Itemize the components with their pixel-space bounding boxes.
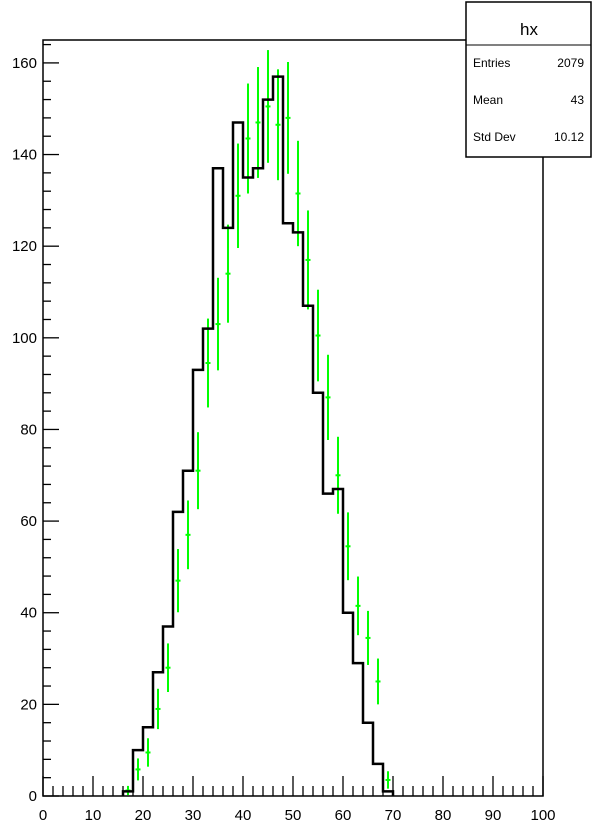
axis-ticks bbox=[42, 43, 544, 797]
data-point bbox=[305, 210, 311, 310]
x-tick-label: 70 bbox=[385, 807, 402, 824]
data-point bbox=[325, 354, 331, 440]
stats-box-frame bbox=[465, 1, 592, 158]
data-point bbox=[185, 500, 191, 570]
data-point bbox=[245, 83, 251, 194]
data-point bbox=[155, 688, 161, 730]
histogram-series bbox=[121, 75, 395, 796]
data-point bbox=[295, 140, 301, 247]
data-points-series bbox=[125, 50, 391, 796]
y-tick-label: 160 bbox=[12, 55, 37, 72]
data-point bbox=[135, 758, 141, 781]
data-point bbox=[275, 69, 281, 181]
x-tick-label: 60 bbox=[335, 807, 352, 824]
data-point bbox=[265, 50, 271, 163]
y-tick-label: 140 bbox=[12, 147, 37, 164]
data-point bbox=[225, 224, 231, 323]
axis-tick-labels: 0 10 20 30 40 50 60 70 80 90 100 0 20 40 60 80 100 120 140… bbox=[12, 55, 556, 824]
stats-box-title: hx bbox=[520, 20, 538, 39]
stats-mean-value: 43 bbox=[571, 93, 585, 107]
stats-entries-label: Entries bbox=[473, 56, 510, 70]
histogram-step-line bbox=[121, 75, 395, 796]
stats-mean-label: Mean bbox=[473, 93, 503, 107]
x-tick-label: 0 bbox=[39, 807, 47, 824]
data-point bbox=[285, 61, 291, 174]
x-tick-label: 80 bbox=[435, 807, 452, 824]
x-tick-label: 30 bbox=[185, 807, 202, 824]
y-tick-label: 100 bbox=[12, 330, 37, 347]
plot-frame bbox=[42, 39, 544, 797]
x-tick-label: 100 bbox=[530, 807, 555, 824]
data-point bbox=[165, 643, 171, 692]
data-point bbox=[255, 67, 261, 178]
data-point bbox=[355, 576, 361, 636]
data-point bbox=[195, 432, 201, 510]
x-tick-label: 20 bbox=[135, 807, 152, 824]
data-point bbox=[385, 771, 391, 789]
x-tick-label: 50 bbox=[285, 807, 302, 824]
x-tick-label: 90 bbox=[485, 807, 502, 824]
data-point bbox=[215, 277, 221, 371]
data-point bbox=[145, 738, 151, 767]
data-point bbox=[205, 318, 211, 408]
y-tick-label: 60 bbox=[20, 513, 37, 530]
data-point bbox=[315, 289, 321, 382]
data-point bbox=[375, 658, 381, 705]
data-point bbox=[365, 610, 371, 665]
x-tick-label: 10 bbox=[85, 807, 102, 824]
y-tick-label: 80 bbox=[20, 421, 37, 438]
data-point bbox=[345, 512, 351, 581]
y-tick-label: 20 bbox=[20, 696, 37, 713]
y-tick-label: 40 bbox=[20, 605, 37, 622]
data-point bbox=[335, 436, 341, 514]
x-tick-label: 40 bbox=[235, 807, 252, 824]
stats-stddev-value: 10.12 bbox=[554, 130, 584, 144]
stats-stddev-label: Std Dev bbox=[473, 130, 516, 144]
y-tick-label: 120 bbox=[12, 238, 37, 255]
stats-box: hx Entries 2079 Mean 43 Std Dev 10.12 bbox=[465, 1, 592, 158]
y-tick-label: 0 bbox=[29, 788, 37, 805]
stats-entries-value: 2079 bbox=[557, 56, 584, 70]
data-point bbox=[235, 143, 241, 249]
data-point bbox=[175, 549, 181, 613]
